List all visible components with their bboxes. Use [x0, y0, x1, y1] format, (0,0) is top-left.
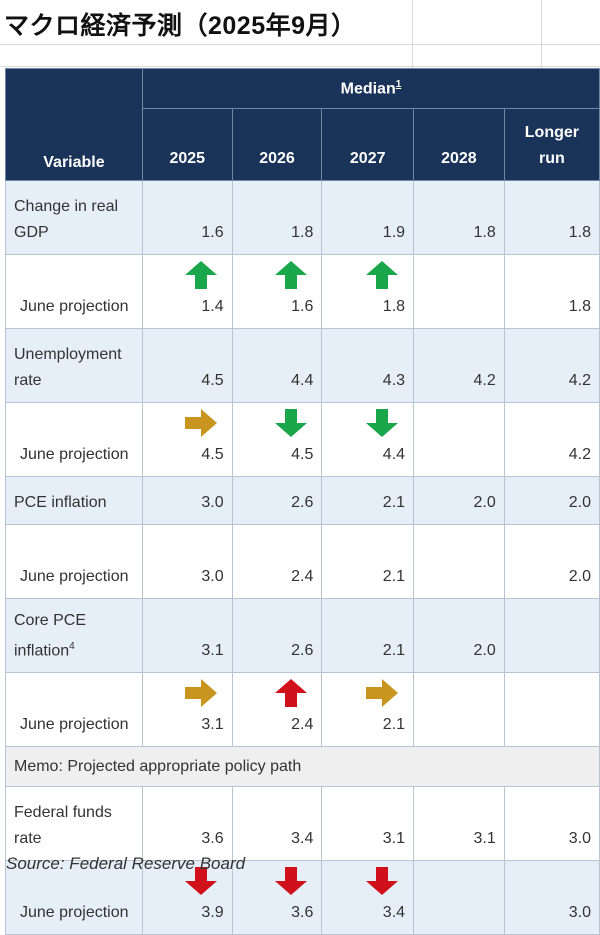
value-cell: 4.4 — [321, 402, 415, 477]
table-row: June projection 3.1 2.4 2.1 — [5, 672, 600, 747]
table-row: June projection 4.5 4.5 4.4 4.2 — [5, 402, 600, 477]
value-cell: 2.6 — [231, 598, 323, 673]
value-cell: 3.4 — [231, 786, 323, 861]
value-cell: 4.2 — [503, 402, 600, 477]
value-cell: 1.6 — [141, 180, 233, 255]
table-row: Change in real GDP 1.6 1.8 1.9 1.8 1.8 — [5, 180, 600, 255]
header-col-2028: 2028 — [413, 108, 505, 181]
value-cell: 1.8 — [413, 180, 505, 255]
value-cell: 3.1 — [141, 598, 233, 673]
value-cell: 2.0 — [503, 524, 600, 599]
table-row: Core PCE inflation4 3.1 2.6 2.1 2.0 — [5, 598, 600, 673]
value-cell: 3.1 — [141, 672, 233, 747]
table-row: June projection 3.0 2.4 2.1 2.0 — [5, 524, 600, 599]
value-cell: 2.0 — [413, 476, 505, 525]
row-label: June projection — [5, 254, 143, 329]
value-cell: 4.4 — [231, 328, 323, 403]
value-cell: 4.2 — [413, 328, 505, 403]
value-cell: 3.1 — [321, 786, 415, 861]
value-cell: 2.0 — [413, 598, 505, 673]
value-cell: 1.4 — [141, 254, 233, 329]
value-cell — [503, 672, 600, 747]
header-col-longer-run: Longer run — [503, 108, 600, 181]
table-row: Unemployment rate 4.5 4.4 4.3 4.2 4.2 — [5, 328, 600, 403]
row-label: June projection — [5, 402, 143, 477]
value-cell: 4.5 — [141, 402, 233, 477]
value-cell — [413, 402, 505, 477]
value-cell: 3.4 — [321, 860, 415, 935]
header-col-2025: 2025 — [141, 108, 233, 181]
memo-label: Memo: Projected appropriate policy path — [5, 746, 600, 787]
table-row: Federal funds rate 3.6 3.4 3.1 3.1 3.0 — [5, 786, 600, 861]
value-cell: 2.6 — [231, 476, 323, 525]
value-cell: 1.8 — [231, 180, 323, 255]
value-cell: 4.3 — [321, 328, 415, 403]
value-cell: 1.8 — [321, 254, 415, 329]
value-cell: 1.6 — [231, 254, 323, 329]
row-label: Federal funds rate — [5, 786, 143, 861]
header-variable: Variable — [5, 68, 143, 181]
header-median: Median1 — [141, 68, 600, 109]
value-cell: 2.1 — [321, 524, 415, 599]
value-cell: 3.0 — [141, 476, 233, 525]
value-cell — [413, 672, 505, 747]
projections-table: Variable Median1 2025 2026 2027 2028 Longer … — [5, 68, 600, 935]
value-cell: 2.0 — [503, 476, 600, 525]
value-cell: 2.4 — [231, 672, 323, 747]
row-label: Unemployment rate — [5, 328, 143, 403]
row-label: PCE inflation — [5, 476, 143, 525]
value-cell: 4.5 — [231, 402, 323, 477]
table-row: June projection 1.4 1.6 1.8 1.8 — [5, 254, 600, 329]
value-cell — [503, 598, 600, 673]
value-cell: 3.0 — [503, 860, 600, 935]
value-cell: 3.6 — [141, 786, 233, 861]
page-title: マクロ経済予測（2025年9月） — [4, 12, 357, 40]
value-cell: 4.5 — [141, 328, 233, 403]
value-cell — [413, 254, 505, 329]
value-cell: 3.0 — [141, 524, 233, 599]
value-cell: 4.2 — [503, 328, 600, 403]
value-cell: 3.1 — [413, 786, 505, 861]
value-cell: 3.6 — [231, 860, 323, 935]
table-row: Memo: Projected appropriate policy path — [5, 746, 600, 787]
value-cell: 3.0 — [503, 786, 600, 861]
value-cell: 2.1 — [321, 476, 415, 525]
header-col-2026: 2026 — [231, 108, 323, 181]
value-cell: 1.8 — [503, 180, 600, 255]
source-note: Source: Federal Reserve Board — [6, 854, 246, 873]
table-row: PCE inflation 3.0 2.6 2.1 2.0 2.0 — [5, 476, 600, 525]
row-label: June projection — [5, 672, 143, 747]
value-cell: 2.1 — [321, 672, 415, 747]
value-cell: 1.9 — [321, 180, 415, 255]
row-label: June projection — [5, 524, 143, 599]
header-col-2027: 2027 — [321, 108, 415, 181]
value-cell — [413, 860, 505, 935]
row-label: Core PCE inflation4 — [5, 598, 143, 673]
value-cell — [413, 524, 505, 599]
value-cell: 2.4 — [231, 524, 323, 599]
value-cell: 2.1 — [321, 598, 415, 673]
row-label: Change in real GDP — [5, 180, 143, 255]
value-cell: 1.8 — [503, 254, 600, 329]
